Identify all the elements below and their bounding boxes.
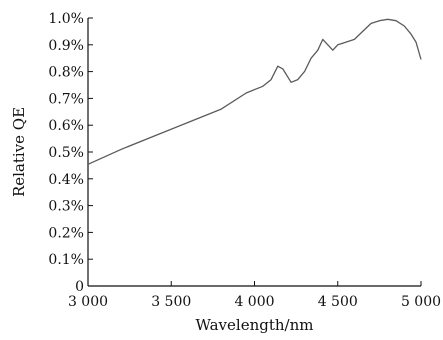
x-tick-label: 3 500	[151, 294, 191, 310]
y-tick-label: 0	[75, 279, 84, 295]
y-tick-label: 0.3%	[48, 199, 84, 215]
x-tick-label: 4 000	[234, 294, 274, 310]
y-tick-label: 0.7%	[48, 91, 84, 107]
x-tick-label: 5 000	[401, 294, 441, 310]
y-tick-label: 0.6%	[48, 118, 84, 134]
y-tick-label: 1.0%	[48, 11, 84, 27]
y-tick-label: 0.9%	[48, 38, 84, 54]
series-line	[87, 18, 422, 165]
x-axis-title: Wavelength/nm	[196, 316, 314, 334]
y-tick-label: 0.1%	[48, 252, 84, 268]
y-tick-label: 0.4%	[48, 172, 84, 188]
plot-area	[87, 18, 422, 287]
y-tick-label: 0.2%	[48, 225, 84, 241]
y-tick-label: 0.8%	[48, 65, 84, 81]
x-tick-label: 3 000	[68, 294, 108, 310]
y-tick-label: 0.5%	[48, 145, 84, 161]
x-axis-ticks: 3 000 3 500 4 000 4 500 5 000	[68, 281, 441, 310]
y-axis-title: Relative QE	[10, 107, 28, 197]
y-axis-ticks: 0 0.1% 0.2% 0.3% 0.4% 0.5% 0.6% 0.7% 0.8% 0.9% 1.0…	[48, 11, 93, 295]
x-tick-label: 4 500	[318, 294, 358, 310]
